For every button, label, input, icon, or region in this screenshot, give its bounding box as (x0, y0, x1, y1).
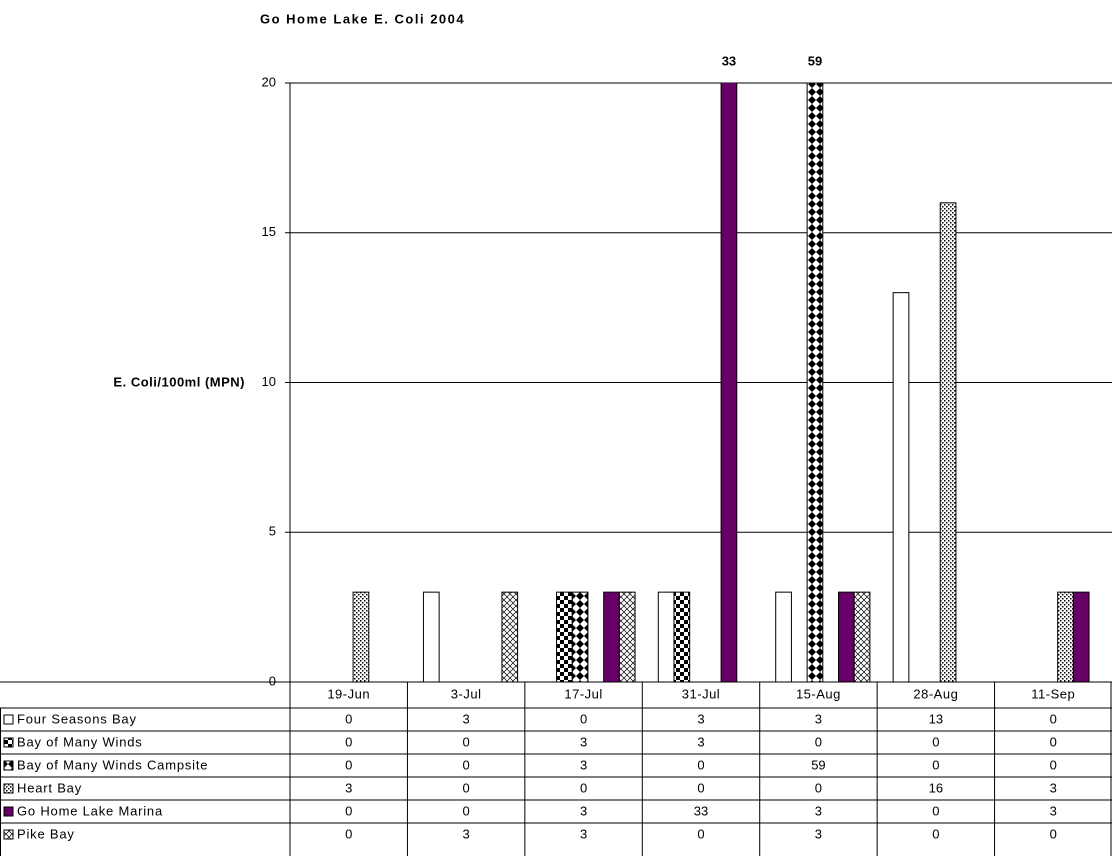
table-value: 0 (932, 803, 939, 818)
bar (1072, 591, 1090, 683)
bar (806, 83, 824, 683)
bar (657, 591, 675, 683)
table-value: 33 (694, 803, 708, 818)
legend-key (3, 760, 14, 771)
legend-key (3, 783, 14, 794)
y-axis-title: E. Coli/100ml (MPN) (113, 374, 245, 389)
table-value: 0 (345, 734, 352, 749)
table-value: 3 (580, 803, 587, 818)
bar (853, 591, 871, 683)
table-value: 0 (815, 780, 822, 795)
table-value: 0 (463, 803, 470, 818)
table-value: 0 (815, 734, 822, 749)
chart-title: Go Home Lake E. Coli 2004 (260, 11, 465, 26)
legend-key (3, 806, 14, 817)
x-tick-label: 17-Jul (564, 686, 602, 701)
y-tick-label: 10 (262, 374, 276, 389)
x-tick-label: 15-Aug (796, 686, 841, 701)
bar (556, 591, 573, 683)
y-tick-label: 20 (262, 74, 276, 89)
table-value: 3 (1050, 780, 1057, 795)
legend-label: Four Seasons Bay (17, 711, 137, 726)
table-value: 0 (345, 757, 352, 772)
table-value: 59 (811, 757, 825, 772)
bar (352, 591, 370, 683)
bar (939, 202, 957, 683)
table-value: 0 (463, 734, 470, 749)
table-value: 3 (580, 757, 587, 772)
table-value: 0 (932, 757, 939, 772)
table-value: 0 (345, 711, 352, 726)
x-tick-label: 3-Jul (451, 686, 482, 701)
table-value: 0 (345, 826, 352, 841)
x-tick-label: 31-Jul (682, 686, 720, 701)
bar (775, 591, 792, 683)
legend-label: Bay of Many Winds Campsite (17, 757, 208, 772)
overflow-label: 33 (722, 53, 736, 68)
legend-label: Go Home Lake Marina (17, 803, 163, 818)
bar (673, 591, 691, 683)
bar (603, 591, 620, 683)
table-value: 0 (697, 826, 704, 841)
legend-label: Pike Bay (17, 826, 75, 841)
bar (571, 591, 589, 683)
table-value: 3 (463, 711, 470, 726)
x-tick-label: 11-Sep (1031, 686, 1075, 701)
table-value: 0 (932, 826, 939, 841)
overflow-label: 59 (808, 53, 822, 68)
bar (501, 591, 519, 683)
table-value: 0 (932, 734, 939, 749)
x-tick-label: 28-Aug (913, 686, 958, 701)
table-value: 0 (463, 780, 470, 795)
table-value: 3 (580, 826, 587, 841)
table-value: 0 (1050, 711, 1057, 726)
table-value: 0 (1050, 734, 1057, 749)
table-value: 16 (929, 780, 943, 795)
table-value: 13 (929, 711, 943, 726)
table-value: 0 (1050, 826, 1057, 841)
bar (1057, 591, 1074, 683)
table-value: 3 (697, 734, 704, 749)
legend-key (3, 714, 14, 725)
table-value: 3 (815, 803, 822, 818)
table-value: 3 (1050, 803, 1057, 818)
table-value: 3 (345, 780, 352, 795)
table-value: 3 (815, 711, 822, 726)
table-value: 0 (1050, 757, 1057, 772)
table-value: 3 (697, 711, 704, 726)
table-value: 3 (580, 734, 587, 749)
legend-label: Bay of Many Winds (17, 734, 143, 749)
table-value: 0 (463, 757, 470, 772)
legend-key (3, 737, 14, 748)
plot-area (352, 83, 1090, 683)
y-tick-label: 5 (269, 524, 276, 539)
table-value: 0 (580, 780, 587, 795)
table-value: 3 (815, 826, 822, 841)
bar (422, 591, 440, 683)
bar (720, 83, 738, 683)
table-value: 0 (697, 757, 704, 772)
table-value: 0 (697, 780, 704, 795)
table-value: 3 (463, 826, 470, 841)
x-tick-label: 19-Jun (327, 686, 370, 701)
table-value: 0 (345, 803, 352, 818)
bar (892, 292, 910, 683)
legend-key (3, 829, 14, 840)
bar (618, 591, 636, 683)
bar (838, 591, 855, 683)
table-value: 0 (580, 711, 587, 726)
legend-label: Heart Bay (17, 780, 82, 795)
y-tick-label: 0 (269, 673, 276, 688)
y-tick-label: 15 (262, 224, 276, 239)
